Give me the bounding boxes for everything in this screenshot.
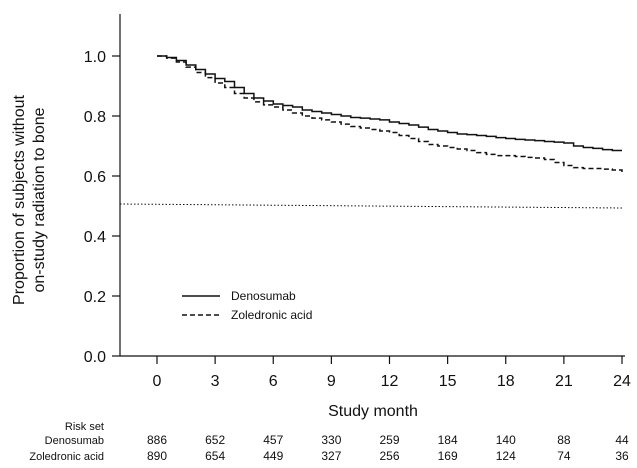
risk-value: 124 [496, 449, 516, 463]
risk-value: 44 [615, 433, 629, 447]
risk-row-label-denosumab: Denosumab [45, 435, 104, 447]
risk-value: 140 [496, 433, 516, 447]
risk-set-values: 886 652 457 330 259 184 140 88 44 890 654 449 327 256… [147, 433, 629, 463]
risk-set-table: Risk set Denosumab Zoledronic acid 886 65… [29, 421, 629, 463]
x-ticks: 0 3 6 9 12 15 18 21 24 [153, 356, 631, 390]
denosumab-curve [157, 55, 622, 152]
legend-label-zoledronic-acid: Zoledronic acid [231, 308, 312, 322]
x-tick-label: 9 [327, 373, 336, 390]
y-tick-label: 0.0 [84, 349, 106, 366]
risk-value: 886 [147, 433, 167, 447]
y-tick-label: 0.8 [84, 109, 106, 126]
reference-line [119, 203, 623, 209]
legend-label-denosumab: Denosumab [231, 289, 296, 303]
risk-value: 327 [321, 449, 341, 463]
risk-value: 169 [438, 449, 458, 463]
x-tick-label: 18 [497, 373, 515, 390]
y-tick-label: 1.0 [84, 49, 106, 66]
x-tick-label: 15 [439, 373, 457, 390]
risk-value: 652 [205, 433, 225, 447]
risk-value: 449 [263, 449, 283, 463]
legend: Denosumab Zoledronic acid [182, 289, 312, 322]
risk-value: 330 [321, 433, 341, 447]
y-axis-title-line-2: on-study radiation to bone [31, 107, 48, 292]
risk-value: 890 [147, 449, 167, 463]
risk-value: 36 [615, 449, 629, 463]
y-axis-title-line-1: Proportion of subjects without [11, 95, 28, 305]
y-ticks: 0.0 0.2 0.4 0.6 0.8 1.0 [84, 49, 120, 366]
y-tick-label: 0.6 [84, 169, 106, 186]
risk-value: 457 [263, 433, 283, 447]
x-axis-title: Study month [328, 403, 418, 420]
zoledronic-acid-curve [157, 55, 623, 173]
x-tick-label: 12 [381, 373, 399, 390]
y-tick-label: 0.4 [84, 229, 106, 246]
x-tick-label: 24 [613, 373, 631, 390]
x-tick-label: 6 [269, 373, 278, 390]
risk-row-label-zoledronic-acid: Zoledronic acid [29, 451, 104, 463]
risk-value: 256 [379, 449, 399, 463]
risk-value: 259 [379, 433, 399, 447]
risk-value: 74 [557, 449, 571, 463]
risk-value: 88 [557, 433, 571, 447]
risk-set-header: Risk set [65, 421, 104, 433]
risk-value: 184 [438, 433, 458, 447]
risk-value: 654 [205, 449, 225, 463]
x-tick-label: 0 [153, 373, 162, 390]
x-tick-label: 3 [211, 373, 220, 390]
x-tick-label: 21 [555, 373, 573, 390]
y-tick-label: 0.2 [84, 289, 106, 306]
